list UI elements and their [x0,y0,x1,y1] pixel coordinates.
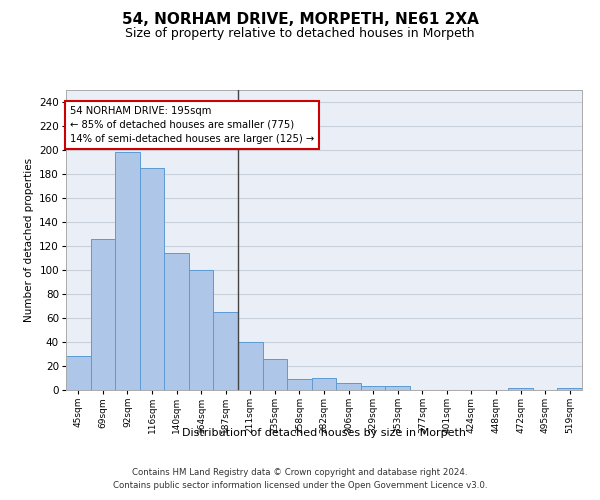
Bar [336,383,361,390]
Bar [115,152,140,390]
Text: 54, NORHAM DRIVE, MORPETH, NE61 2XA: 54, NORHAM DRIVE, MORPETH, NE61 2XA [122,12,478,28]
Text: 54 NORHAM DRIVE: 195sqm
← 85% of detached houses are smaller (775)
14% of semi-d: 54 NORHAM DRIVE: 195sqm ← 85% of detache… [70,106,314,144]
Bar [214,312,238,390]
Bar [312,378,336,390]
Bar [189,270,214,390]
Text: Size of property relative to detached houses in Morpeth: Size of property relative to detached ho… [125,28,475,40]
Text: Contains public sector information licensed under the Open Government Licence v3: Contains public sector information licen… [113,480,487,490]
Bar [140,168,164,390]
Text: Contains HM Land Registry data © Crown copyright and database right 2024.: Contains HM Land Registry data © Crown c… [132,468,468,477]
Bar [385,386,410,390]
Bar [263,359,287,390]
Bar [164,253,189,390]
Bar [66,356,91,390]
Bar [238,342,263,390]
Bar [287,379,312,390]
Text: Distribution of detached houses by size in Morpeth: Distribution of detached houses by size … [182,428,466,438]
Y-axis label: Number of detached properties: Number of detached properties [24,158,34,322]
Bar [508,388,533,390]
Bar [557,388,582,390]
Bar [91,239,115,390]
Bar [361,386,385,390]
